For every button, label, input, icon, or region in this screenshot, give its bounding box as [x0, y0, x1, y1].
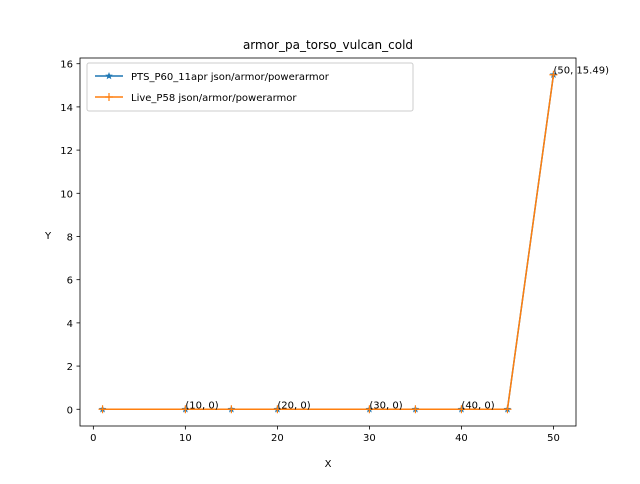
- data-point-series-2: [227, 405, 236, 414]
- y-tick-label: 2: [67, 362, 73, 373]
- data-point-label: (50, 15.49): [553, 66, 609, 77]
- x-tick-label: 50: [547, 433, 560, 444]
- axes-frame: [79, 57, 577, 427]
- y-axis-label: Y: [44, 231, 52, 242]
- x-tick-label: 20: [271, 433, 284, 444]
- chart-title: armor_pa_torso_vulcan_cold: [243, 38, 413, 52]
- y-tick-label: 10: [60, 189, 73, 200]
- data-point-series-2: [411, 405, 420, 414]
- x-tick-label: 40: [455, 433, 468, 444]
- legend-label-series-2: Live_P58 json/armor/powerarmor: [131, 93, 297, 104]
- legend: PTS_P60_11apr json/armor/powerarmor Live…: [86, 62, 414, 112]
- data-point-series-2: [181, 405, 190, 414]
- x-tick-label: 0: [90, 433, 96, 444]
- legend-frame: [86, 62, 414, 112]
- data-point-label: (10, 0): [185, 400, 218, 411]
- data-point-series-2: [98, 405, 107, 414]
- plot-area: 0 10 20 30 40 50 0 2 4 6 8 10 12 14 16 (10, 0) (20, 0) (3…: [60, 57, 609, 444]
- legend-label-series-1: PTS_P60_11apr json/armor/powerarmor: [131, 72, 330, 83]
- x-tick-label: 30: [363, 433, 376, 444]
- y-tick-label: 14: [60, 103, 73, 114]
- data-point-series-2: [503, 405, 512, 414]
- data-point-label: (40, 0): [461, 400, 494, 411]
- data-point-label: (30, 0): [369, 400, 402, 411]
- data-point-series-2: [549, 70, 558, 79]
- data-point-series-2: [365, 405, 374, 414]
- y-tick-label: 6: [67, 276, 73, 287]
- legend-marker-series-2: [105, 93, 113, 101]
- data-point-series-2: [457, 405, 466, 414]
- y-tick-label: 8: [67, 232, 73, 243]
- data-point-label: (20, 0): [277, 400, 310, 411]
- x-tick-label: 10: [179, 433, 192, 444]
- y-tick-label: 4: [67, 319, 73, 330]
- y-tick-label: 16: [60, 60, 73, 71]
- y-tick-label: 0: [67, 405, 73, 416]
- data-point-series-2: [273, 405, 282, 414]
- legend-marker-series-1: [105, 72, 113, 80]
- x-axis-label: X: [325, 459, 332, 470]
- y-tick-label: 12: [60, 146, 73, 157]
